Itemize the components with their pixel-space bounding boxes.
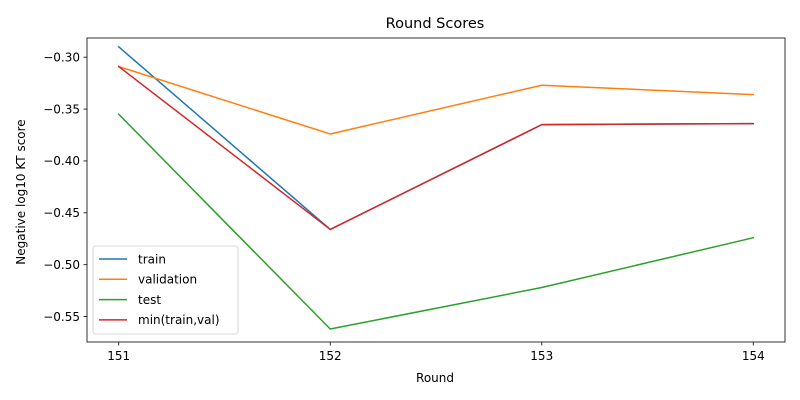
legend-label-0: train — [138, 252, 166, 266]
plot-area: 151 152 153 154 −0.30 −0.35 −0.40 −0.45 −0.50 −0.… — [43, 37, 786, 363]
legend-label-3: min(train,val) — [138, 313, 220, 327]
plot-frame — [86, 37, 786, 343]
x-tick-label: 153 — [530, 349, 553, 363]
y-tick-label: −0.50 — [43, 258, 80, 272]
y-tick-label: −0.35 — [43, 102, 80, 116]
x-tick-label: 151 — [107, 349, 130, 363]
x-tick-label: 152 — [319, 349, 342, 363]
legend-label-1: validation — [138, 273, 197, 287]
y-tick-label: −0.30 — [43, 50, 80, 64]
series-line-3 — [117, 65, 755, 231]
y-axis-label: Negative log10 KT score — [14, 119, 28, 264]
series-line-2 — [117, 113, 755, 330]
legend: train validation test min(train,val) — [92, 245, 239, 335]
x-axis-label: Round — [416, 371, 454, 385]
legend-label-2: test — [138, 293, 161, 307]
chart-title: Round Scores — [386, 16, 485, 32]
y-tick-label: −0.45 — [43, 206, 80, 220]
series-line-1 — [117, 65, 755, 135]
x-tick-label: 154 — [742, 349, 765, 363]
y-tick-label: −0.55 — [43, 310, 80, 324]
series-line-0 — [117, 45, 755, 231]
y-tick-label: −0.40 — [43, 154, 80, 168]
legend-box — [92, 245, 239, 335]
